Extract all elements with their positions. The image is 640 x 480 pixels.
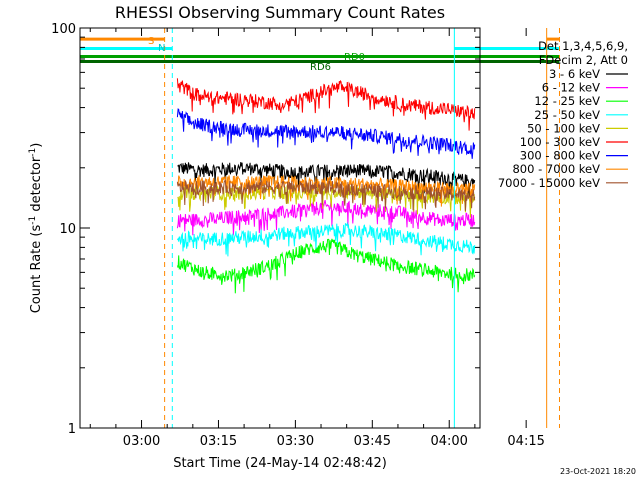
- y-axis-label-tail: detector: [29, 156, 44, 216]
- legend-item: 800 - 7000 keV: [512, 162, 628, 176]
- series-300-800-kev: [176, 108, 476, 159]
- timestamp-stamp: 23-Oct-2021 18:20: [560, 467, 636, 476]
- legend-item-label: 800 - 7000 keV: [512, 162, 600, 176]
- legend-header-2: FDecim 2, Att 0: [539, 53, 628, 67]
- marker-label-s: S: [148, 36, 154, 47]
- series-100-300-kev: [176, 78, 476, 131]
- legend-item-label: 300 - 800 keV: [520, 149, 600, 163]
- legend-item: 7000 - 15000 keV: [498, 176, 628, 190]
- legend-item: 300 - 800 keV: [520, 149, 628, 163]
- series-layer: [176, 78, 476, 294]
- y-tick-label: 1: [68, 422, 76, 437]
- y-tick-label: 10: [59, 222, 76, 237]
- x-tick-label: 04:00: [430, 434, 467, 449]
- x-tick-label: 03:15: [200, 434, 237, 449]
- marker-label-n: N: [158, 43, 165, 54]
- legend-item-label: 3 - 6 keV: [549, 67, 600, 81]
- y-axis-label-tail-sup: -1: [28, 148, 38, 157]
- series-7000-15000-kev: [176, 179, 476, 212]
- x-tick-label: 03:00: [123, 434, 160, 449]
- legend-item: 100 - 300 keV: [520, 135, 628, 149]
- legend-item-label: 6 - 12 keV: [542, 81, 600, 95]
- x-tick-label: 04:15: [507, 434, 544, 449]
- legend-item: 12 - 25 keV: [534, 94, 628, 108]
- legend-item: 50 - 100 keV: [527, 121, 628, 135]
- legend-header-1: Det 1,3,4,5,6,9,: [538, 39, 628, 53]
- chart-title: RHESSI Observing Summary Count Rates: [115, 3, 445, 22]
- legend: Det 1,3,4,5,6,9, FDecim 2, Att 0 3 - 6 k…: [498, 39, 628, 190]
- series-3-6-kev: [177, 162, 476, 199]
- y-axis-label-close: ): [29, 143, 44, 148]
- status-lines: [79, 28, 560, 428]
- series-12-25-kev: [176, 238, 476, 294]
- y-axis-label: Count Rate (s-1 detector-1): [28, 143, 44, 314]
- legend-item: 25 - 50 keV: [534, 108, 628, 122]
- plot-frame: [79, 27, 481, 429]
- legend-item: 3 - 6 keV: [549, 67, 628, 81]
- legend-item-label: 100 - 300 keV: [520, 135, 600, 149]
- x-axis-label: Start Time (24-May-14 02:48:42): [173, 456, 387, 471]
- legend-item-label: 12 - 25 keV: [534, 94, 600, 108]
- y-axis-label-sup: -1: [28, 216, 38, 225]
- legend-item: 6 - 12 keV: [542, 81, 628, 95]
- legend-item-label: 7000 - 15000 keV: [498, 176, 600, 190]
- y-axis-ticks: 1 10 100: [51, 22, 480, 437]
- legend-item-label: 50 - 100 keV: [527, 121, 600, 135]
- x-tick-label: 03:45: [354, 434, 391, 449]
- y-axis-label-main: Count Rate (s: [29, 225, 44, 314]
- marker-label-rd0: RD0: [344, 52, 365, 63]
- x-axis-ticks: 03:00 03:15 03:30 03:45 04:00 04:15: [89, 28, 545, 449]
- x-tick-label: 03:30: [277, 434, 314, 449]
- series-25-50-kev: [176, 221, 476, 257]
- series-6-12-kev: [176, 199, 476, 236]
- marker-label-rd6: RD6: [310, 62, 331, 73]
- legend-item-label: 25 - 50 keV: [534, 108, 600, 122]
- y-tick-label: 100: [51, 22, 76, 37]
